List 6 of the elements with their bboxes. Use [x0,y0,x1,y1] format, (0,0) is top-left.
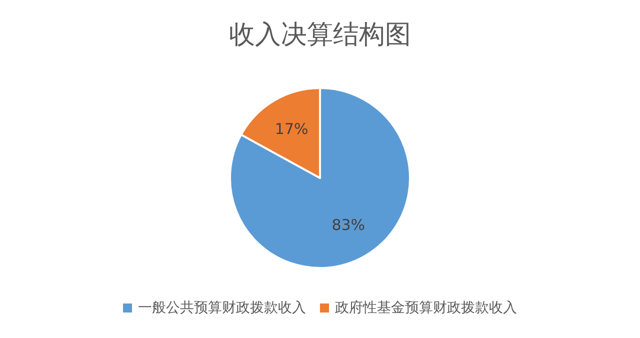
data-label: 83% [332,216,366,234]
data-label: 17% [274,120,308,138]
pie-slice [229,87,411,269]
legend-label: 政府性基金预算财政拨款收入 [335,300,517,316]
legend-label: 一般公共预算财政拨款收入 [138,300,306,316]
chart-title: 收入决算结构图 [229,20,411,50]
